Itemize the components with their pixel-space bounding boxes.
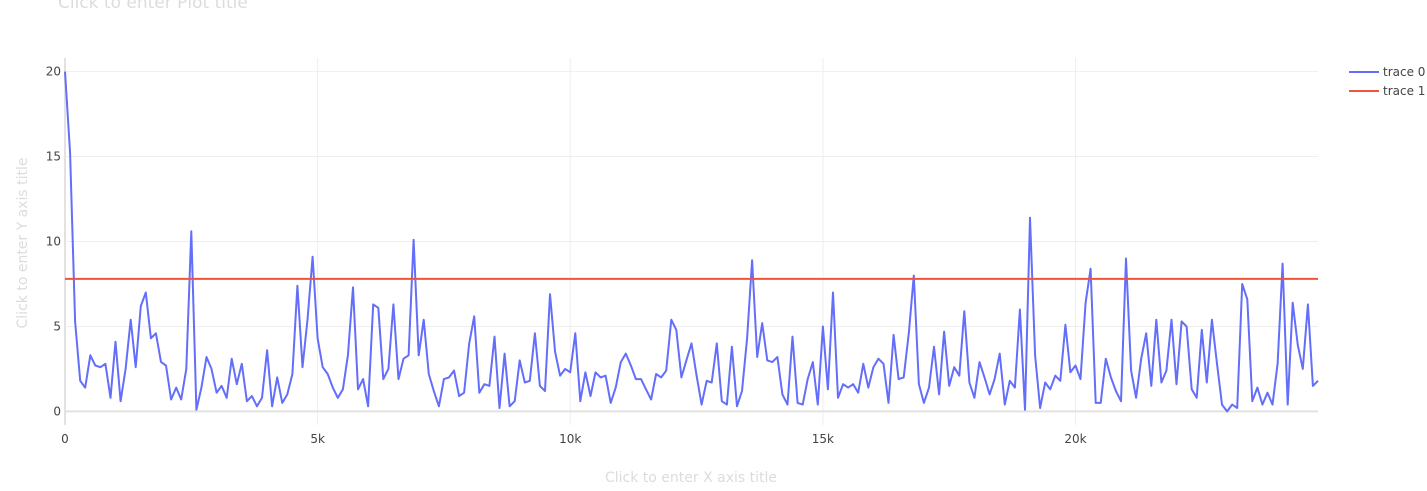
legend-item-trace-0[interactable]: trace 0 xyxy=(1349,65,1425,79)
x-tick-label: 10k xyxy=(559,432,581,446)
x-tick-label: 20k xyxy=(1064,432,1086,446)
x-tick-label: 15k xyxy=(812,432,834,446)
x-tick-label: 5k xyxy=(310,432,325,446)
y-axis-title-placeholder[interactable]: Click to enter Y axis title xyxy=(15,158,31,329)
x-axis-title-placeholder[interactable]: Click to enter X axis title xyxy=(605,470,777,486)
y-tick-label: 5 xyxy=(53,319,61,333)
y-tick-label: 15 xyxy=(46,150,61,164)
plot-area[interactable] xyxy=(64,71,1319,413)
legend: trace 0 trace 1 xyxy=(1349,65,1425,98)
axis-ticks: 0 5k 10k 15k 20k 0 5 10 15 20 xyxy=(46,65,1087,446)
legend-label: trace 0 xyxy=(1383,65,1425,79)
y-tick-label: 0 xyxy=(53,404,61,418)
plot-title-placeholder[interactable]: Click to enter Plot title xyxy=(58,0,248,13)
series-line-trace-0[interactable] xyxy=(64,71,1319,413)
x-tick-label: 0 xyxy=(61,432,69,446)
y-tick-label: 10 xyxy=(46,235,61,249)
legend-label: trace 1 xyxy=(1383,84,1425,98)
y-tick-label: 20 xyxy=(46,65,61,79)
gridlines xyxy=(64,58,1318,425)
legend-item-trace-1[interactable]: trace 1 xyxy=(1349,84,1425,98)
